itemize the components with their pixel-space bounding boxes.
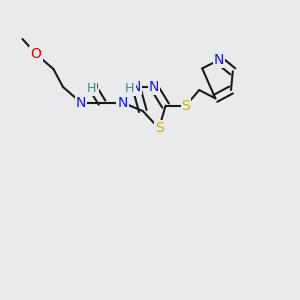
Text: O: O: [31, 47, 41, 61]
Text: N: N: [76, 96, 86, 110]
Text: N: N: [131, 80, 141, 94]
Text: O: O: [87, 80, 98, 94]
Text: S: S: [154, 122, 164, 135]
Text: S: S: [182, 99, 190, 112]
Text: H: H: [125, 82, 135, 95]
Text: N: N: [214, 53, 224, 67]
Text: N: N: [149, 80, 159, 94]
Text: N: N: [117, 96, 128, 110]
Text: H: H: [87, 82, 96, 95]
